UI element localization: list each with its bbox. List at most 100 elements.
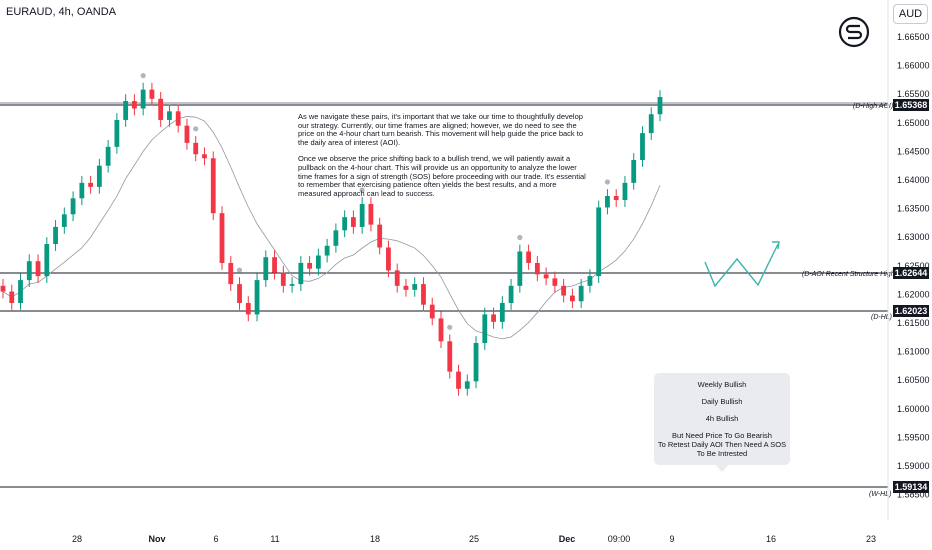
y-tick-label: 1.59000 [897,461,930,471]
currency-button[interactable]: AUD [893,4,928,24]
x-tick-label: 28 [72,534,82,544]
symbol-title: EURAUD, 4h, OANDA [6,6,117,18]
y-tick-label: 1.65500 [897,89,930,99]
candle-body [403,285,409,290]
candle-body [149,89,155,99]
level-label: (W-HL) [869,491,891,498]
candle-body [237,284,242,303]
candle-body [88,182,93,187]
x-tick-label: 23 [866,534,876,544]
candle-body [132,101,137,109]
candle-body [289,284,295,286]
y-tick-label: 1.60000 [897,404,930,414]
candle-body [386,247,391,271]
candle-body [307,262,312,269]
candle-body [184,125,190,143]
analysis-note: As we navigate these pairs, it's importa… [298,112,590,206]
candle-body [9,291,15,303]
candle-body [342,217,348,231]
candle-body [140,89,146,109]
candle-body [245,302,251,315]
y-tick-label: 1.58500 [897,490,930,500]
candle-body [657,97,663,115]
x-tick-label: 16 [766,534,776,544]
y-tick-label: 1.63000 [897,232,930,242]
x-tick-label: 18 [370,534,380,544]
candle-body [526,251,531,263]
x-tick-label: 09:00 [608,534,631,544]
candle-body [158,98,164,120]
candle-body [167,111,172,120]
candle-body [298,262,304,285]
y-tick-label: 1.64500 [897,146,930,156]
candle-body [622,182,628,201]
swing-marker [140,73,146,79]
candle-body [26,261,32,281]
candle-body [368,204,374,225]
candle-body [421,284,426,305]
candle-body [105,146,111,166]
note-paragraph-2: Once we observe the price shifting back … [298,154,586,198]
swing-marker [359,187,365,193]
candle-body [517,251,523,286]
candle-body [543,274,549,279]
candle-body [429,304,435,319]
candle-body [640,133,645,160]
level-label: (D-AOI Recent Structure High) [802,271,897,278]
candle-body [561,285,567,296]
y-tick-label: 1.60500 [897,375,930,385]
price-tag [893,99,929,111]
candle-body [508,285,514,303]
price-tag-label: 1.65368 [895,100,928,110]
candle-body [193,142,199,155]
candle-body [534,262,540,275]
candle-body [587,276,593,286]
box-pointer-icon [715,464,729,472]
candle-body [123,101,129,120]
candle-body [272,257,277,273]
y-tick-label: 1.62000 [897,289,930,299]
y-tick-label: 1.61500 [897,318,930,328]
candle-body [351,217,356,227]
brand-logo-icon [838,16,870,48]
price-tag-label: 1.59134 [895,482,928,492]
candle-body [44,244,50,277]
note-paragraph-1: As we navigate these pairs, it's importa… [298,112,584,147]
y-tick-label: 1.59500 [897,432,930,442]
candle-body [394,270,400,286]
candle-body [464,381,470,389]
candle-body [18,280,23,303]
candle-body [114,119,120,147]
daily-bias: Daily Bullish [701,397,743,406]
y-tick-label: 1.61000 [897,347,930,357]
moving-average-line [2,116,661,340]
price-tag-label: 1.62644 [895,268,928,278]
plan-line-2: To Retest Daily AOI Then Need A SOS [657,440,787,449]
x-tick-label: 9 [669,534,674,544]
weekly-bias: Weekly Bullish [697,380,747,389]
candle-body [333,230,339,246]
candle-body [263,257,269,281]
h4-bias: 4h Bullish [705,414,739,423]
projection-path [704,243,779,288]
y-tick-label: 1.66500 [897,32,930,42]
candle-body [61,214,67,227]
x-tick-label: Dec [559,534,576,544]
candle-body [210,158,216,214]
candle-body [552,278,558,286]
candle-body [359,204,365,227]
candle-body [53,226,58,245]
candle-body [447,341,453,372]
bias-summary-box: Weekly Bullish Daily Bullish 4h Bullish … [654,373,790,465]
candle-body [596,207,602,277]
y-tick-label: 1.65000 [897,118,930,128]
candle-body [570,295,575,302]
x-tick-label: Nov [148,534,165,544]
candle-body [377,224,383,248]
candle-body [412,284,418,290]
y-tick-label: 1.66000 [897,61,930,71]
x-tick-label: 6 [213,534,218,544]
swing-marker [447,324,453,330]
candle-body [491,314,496,322]
